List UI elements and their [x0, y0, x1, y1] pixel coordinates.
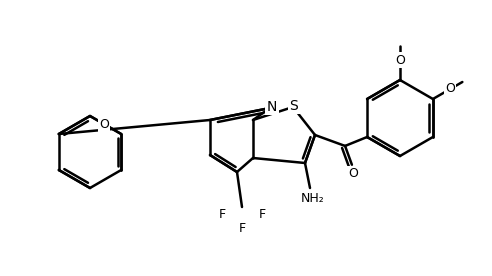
Text: O: O	[395, 54, 405, 67]
Text: F: F	[218, 208, 225, 222]
Text: N: N	[267, 100, 277, 114]
Text: O: O	[348, 167, 358, 180]
Text: F: F	[258, 208, 266, 222]
Text: O: O	[99, 118, 109, 131]
Text: S: S	[290, 99, 298, 113]
Text: NH₂: NH₂	[301, 192, 325, 205]
Text: F: F	[239, 222, 246, 235]
Text: O: O	[445, 83, 455, 95]
